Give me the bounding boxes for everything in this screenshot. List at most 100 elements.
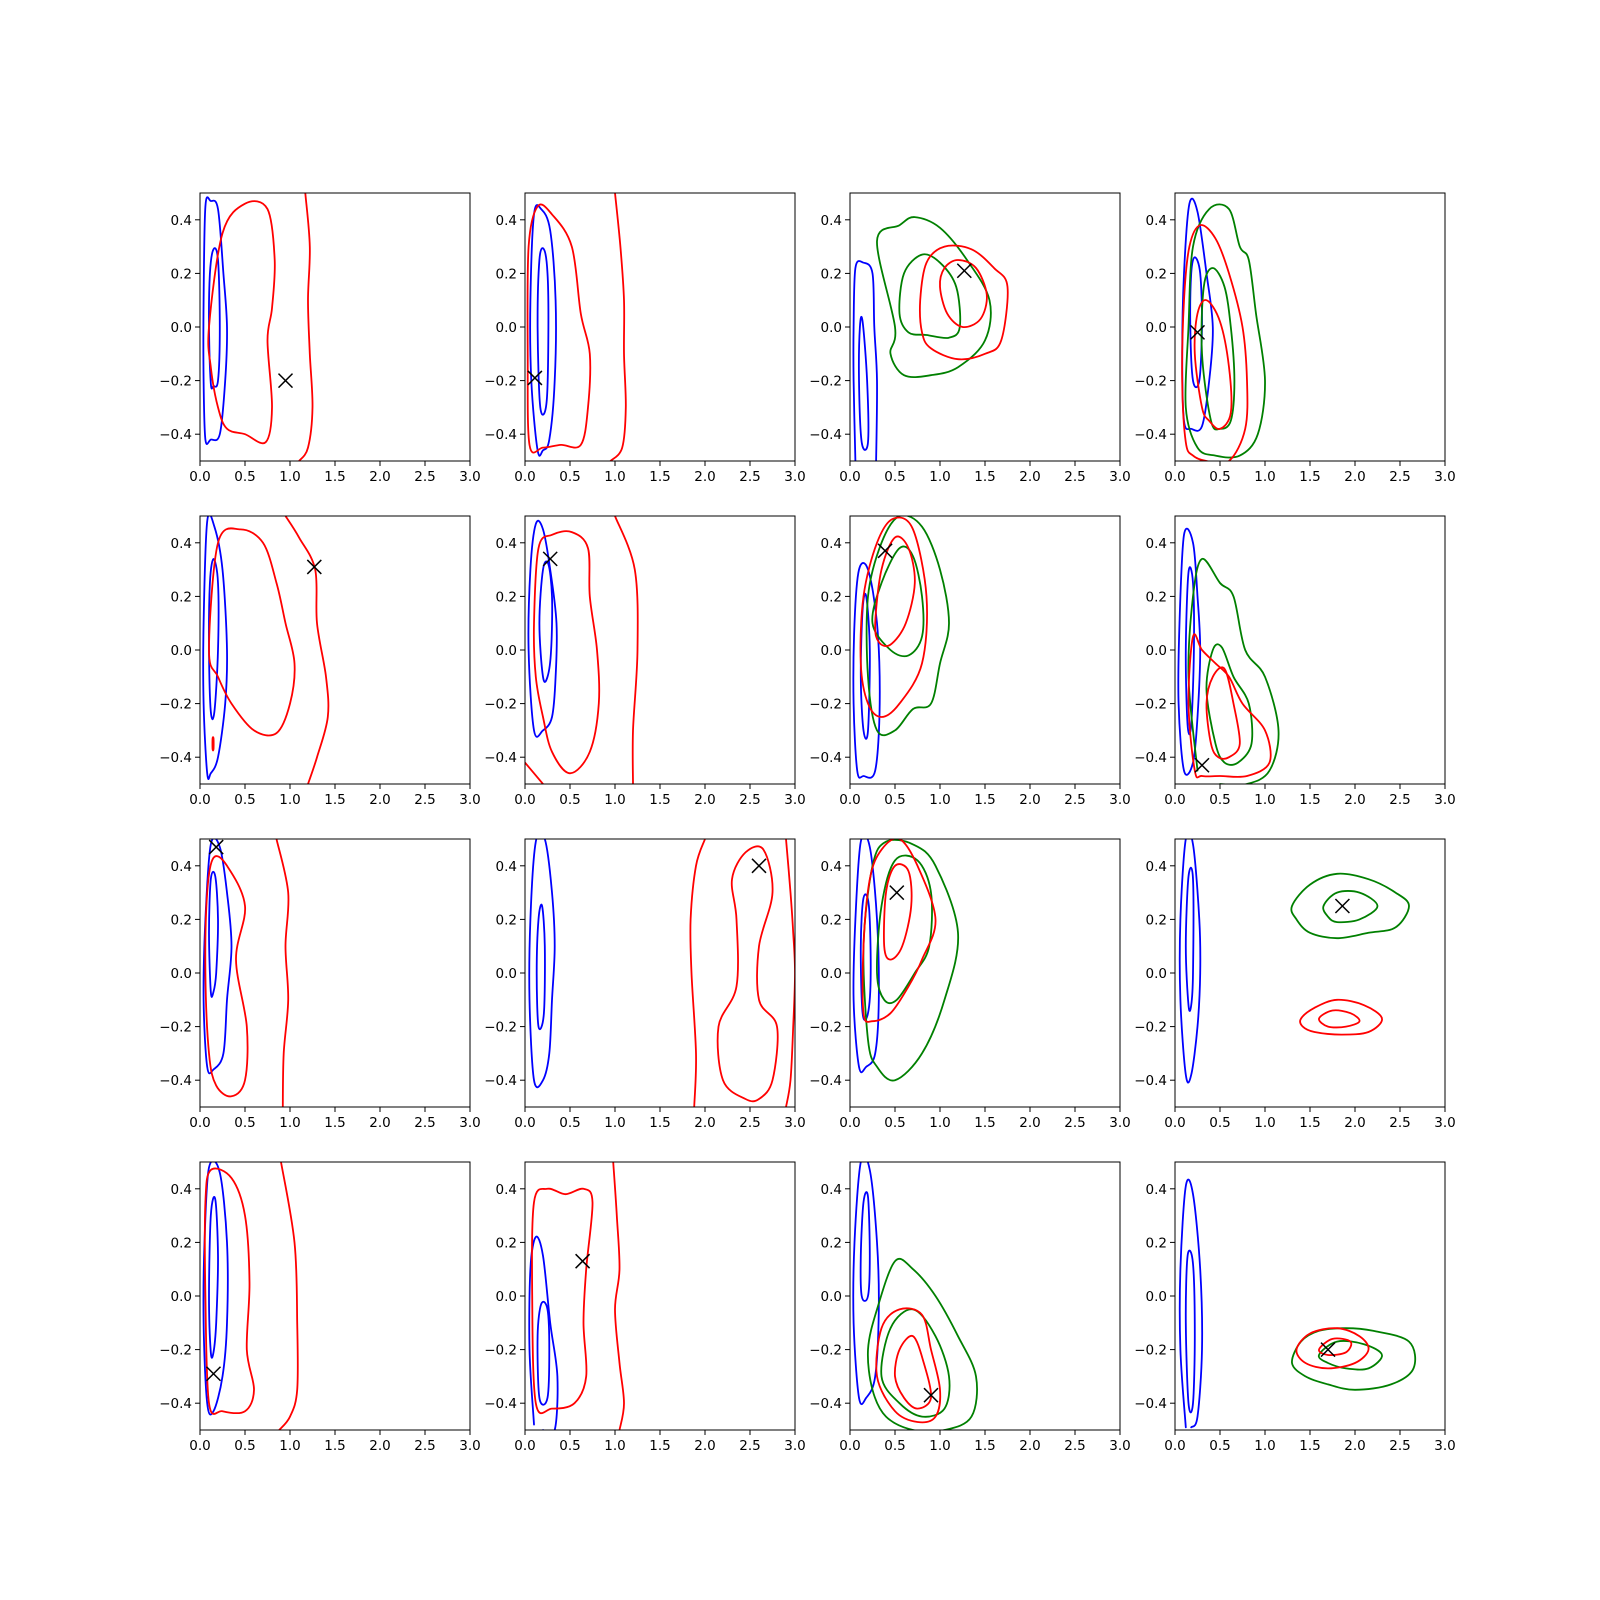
x-tick-label: 0.5 <box>234 469 255 485</box>
x-tick-label: 0.0 <box>189 469 210 485</box>
x-tick-label: 3.0 <box>459 1115 480 1131</box>
x-tick-label: 3.0 <box>1109 792 1130 808</box>
y-tick-label: −0.2 <box>809 1020 842 1036</box>
y-tick-label: −0.4 <box>809 1073 842 1089</box>
red-contour <box>893 1334 933 1410</box>
red-contour <box>207 200 276 445</box>
x-tick-label: 1.5 <box>1299 1115 1320 1131</box>
y-tick-label: 0.0 <box>496 643 517 659</box>
y-tick-label: 0.4 <box>1146 536 1167 552</box>
x-tick-label: 1.5 <box>324 792 345 808</box>
x-tick-label: 2.5 <box>739 469 760 485</box>
x-tick-label: 3.0 <box>1109 1115 1130 1131</box>
x-marker-stroke <box>751 858 767 874</box>
x-tick-label: 1.5 <box>324 1438 345 1454</box>
x-tick-label: 1.5 <box>1299 792 1320 808</box>
panel-r1c1: 0.0 0.5 1.0 1.5 2.0 2.5 3.0 −0.4 −0.2 0.0 0.2 0.4 <box>159 192 481 485</box>
contour-layer <box>526 193 627 461</box>
x-tick-label: 2.5 <box>414 469 435 485</box>
blue-contour <box>852 260 878 461</box>
y-tick-label: 0.0 <box>171 966 192 982</box>
x-tick-label: 2.5 <box>739 1115 760 1131</box>
red-contour <box>612 1162 625 1430</box>
blue-contour <box>202 839 233 1075</box>
red-contour <box>609 193 627 461</box>
x-tick-label: 1.5 <box>974 1438 995 1454</box>
y-tick-label: −0.4 <box>809 750 842 766</box>
y-tick-label: −0.4 <box>484 427 517 443</box>
x-tick-label: 1.5 <box>974 792 995 808</box>
y-tick-label: 0.0 <box>821 643 842 659</box>
x-tick-label: 0.5 <box>1209 1115 1230 1131</box>
axes-frame <box>524 838 796 1108</box>
x-marker-stroke <box>208 839 224 855</box>
blue-contour <box>1184 566 1195 736</box>
x-marker <box>1320 1342 1336 1358</box>
x-tick-label: 1.0 <box>604 1438 625 1454</box>
x-tick-label: 2.5 <box>1389 1438 1410 1454</box>
x-tick-label: 0.0 <box>1164 469 1185 485</box>
x-marker-stroke <box>1320 1342 1336 1358</box>
axes-frame <box>199 515 471 785</box>
x-tick-label: 1.0 <box>1254 469 1275 485</box>
x-tick-label: 1.5 <box>649 1115 670 1131</box>
green-contour <box>1184 203 1266 459</box>
x-tick-label: 3.0 <box>784 469 805 485</box>
y-tick-label: 0.4 <box>821 859 842 875</box>
x-marker <box>1334 898 1350 914</box>
y-tick-label: 0.2 <box>1146 1235 1167 1251</box>
x-tick-label: 2.5 <box>414 1438 435 1454</box>
x-tick-label: 1.0 <box>279 1115 300 1131</box>
x-tick-label: 1.0 <box>929 469 950 485</box>
x-marker-stroke <box>575 1253 591 1269</box>
x-tick-label: 2.5 <box>414 1115 435 1131</box>
contour-layer <box>852 1162 978 1430</box>
y-tick-label: 0.4 <box>171 536 192 552</box>
blue-contour <box>208 1196 219 1359</box>
y-tick-label: 0.4 <box>496 536 517 552</box>
x-tick-label: 2.0 <box>1019 1115 1040 1131</box>
y-tick-label: −0.4 <box>159 1396 192 1412</box>
blue-contour <box>536 1300 551 1406</box>
x-tick-label: 1.0 <box>279 792 300 808</box>
x-tick-label: 3.0 <box>1434 1438 1455 1454</box>
red-contour <box>939 259 988 329</box>
x-marker <box>1194 757 1210 773</box>
red-contour <box>531 1187 594 1415</box>
x-marker <box>1189 324 1206 340</box>
x-tick-label: 1.0 <box>604 792 625 808</box>
y-tick-label: 0.2 <box>171 912 192 928</box>
panel-r3c3: 0.0 0.5 1.0 1.5 2.0 2.5 3.0 −0.4 −0.2 0.0 0.2 0.4 <box>809 838 1131 1131</box>
blue-contour <box>1178 1178 1204 1429</box>
y-tick-label: −0.4 <box>1134 427 1167 443</box>
x-tick-label: 0.0 <box>839 469 860 485</box>
contour-layer <box>528 839 795 1107</box>
green-contour <box>865 516 950 737</box>
y-tick-label: 0.0 <box>821 1289 842 1305</box>
panel-r4c3: 0.0 0.5 1.0 1.5 2.0 2.5 3.0 −0.4 −0.2 0.0 0.2 0.4 <box>809 1161 1131 1454</box>
x-tick-label: 3.0 <box>784 1115 805 1131</box>
x-tick-label: 1.5 <box>649 1438 670 1454</box>
x-marker <box>306 559 322 575</box>
panel-r3c2: 0.0 0.5 1.0 1.5 2.0 2.5 3.0 −0.4 −0.2 0.0 0.2 0.4 <box>484 838 806 1131</box>
blue-contour <box>528 1235 559 1430</box>
contour-layer <box>528 1162 625 1430</box>
y-tick-label: −0.2 <box>1134 697 1167 713</box>
axes-frame <box>199 192 471 462</box>
x-tick-label: 2.0 <box>1019 792 1040 808</box>
x-tick-label: 1.5 <box>974 469 995 485</box>
y-tick-label: 0.2 <box>496 1235 517 1251</box>
contour-layer <box>1177 527 1280 784</box>
green-contour <box>876 216 992 379</box>
green-contour <box>1200 267 1236 431</box>
y-tick-label: −0.2 <box>159 1020 192 1036</box>
x-tick-label: 0.0 <box>189 1438 210 1454</box>
x-marker-stroke <box>306 559 322 575</box>
axes-frame <box>199 838 471 1108</box>
panel-r3c4: 0.0 0.5 1.0 1.5 2.0 2.5 3.0 −0.4 −0.2 0.0 0.2 0.4 <box>1134 838 1456 1131</box>
blue-contour <box>202 1162 229 1416</box>
y-tick-label: −0.2 <box>484 1343 517 1359</box>
x-tick-label: 0.5 <box>884 792 905 808</box>
green-contour <box>1187 557 1280 784</box>
y-tick-label: 0.0 <box>1146 320 1167 336</box>
